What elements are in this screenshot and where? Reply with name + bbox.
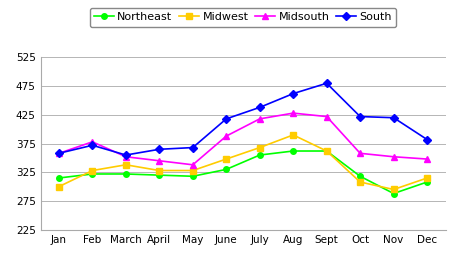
- Midwest: [190, 169, 195, 172]
- Midsouth: [157, 159, 162, 162]
- South: [90, 144, 95, 147]
- Midsouth: [391, 155, 396, 158]
- Northeast: [56, 176, 62, 180]
- Northeast: [90, 173, 95, 176]
- Midwest: [291, 133, 296, 137]
- Northeast: [391, 192, 396, 195]
- Northeast: [123, 173, 129, 176]
- South: [190, 146, 195, 149]
- South: [424, 138, 430, 141]
- South: [391, 116, 396, 119]
- Midsouth: [90, 140, 95, 143]
- Line: South: South: [56, 80, 430, 158]
- Midwest: [391, 188, 396, 191]
- Northeast: [357, 175, 363, 178]
- South: [291, 92, 296, 95]
- Midwest: [157, 169, 162, 172]
- Midsouth: [424, 157, 430, 161]
- Midwest: [123, 163, 129, 166]
- Midsouth: [291, 111, 296, 115]
- Line: Northeast: Northeast: [56, 148, 430, 196]
- Midwest: [90, 169, 95, 172]
- Midwest: [224, 157, 229, 161]
- Northeast: [190, 175, 195, 178]
- Midsouth: [357, 152, 363, 155]
- Northeast: [157, 174, 162, 177]
- South: [224, 117, 229, 120]
- Midsouth: [123, 155, 129, 158]
- Legend: Northeast, Midwest, Midsouth, South: Northeast, Midwest, Midsouth, South: [90, 8, 396, 27]
- South: [157, 148, 162, 151]
- Midsouth: [324, 115, 329, 118]
- Line: Midsouth: Midsouth: [56, 110, 430, 168]
- Midwest: [424, 176, 430, 180]
- South: [257, 106, 262, 109]
- South: [357, 115, 363, 118]
- Line: Midwest: Midwest: [56, 132, 430, 192]
- Midwest: [56, 185, 62, 188]
- Northeast: [424, 180, 430, 183]
- Northeast: [257, 153, 262, 157]
- Northeast: [224, 168, 229, 171]
- Midwest: [324, 150, 329, 153]
- Midsouth: [190, 163, 195, 166]
- Midsouth: [224, 134, 229, 138]
- South: [123, 153, 129, 157]
- Northeast: [324, 150, 329, 153]
- Midwest: [257, 146, 262, 149]
- Midsouth: [257, 117, 262, 120]
- South: [324, 82, 329, 85]
- Northeast: [291, 150, 296, 153]
- Midsouth: [56, 152, 62, 155]
- South: [56, 152, 62, 155]
- Midwest: [357, 180, 363, 183]
